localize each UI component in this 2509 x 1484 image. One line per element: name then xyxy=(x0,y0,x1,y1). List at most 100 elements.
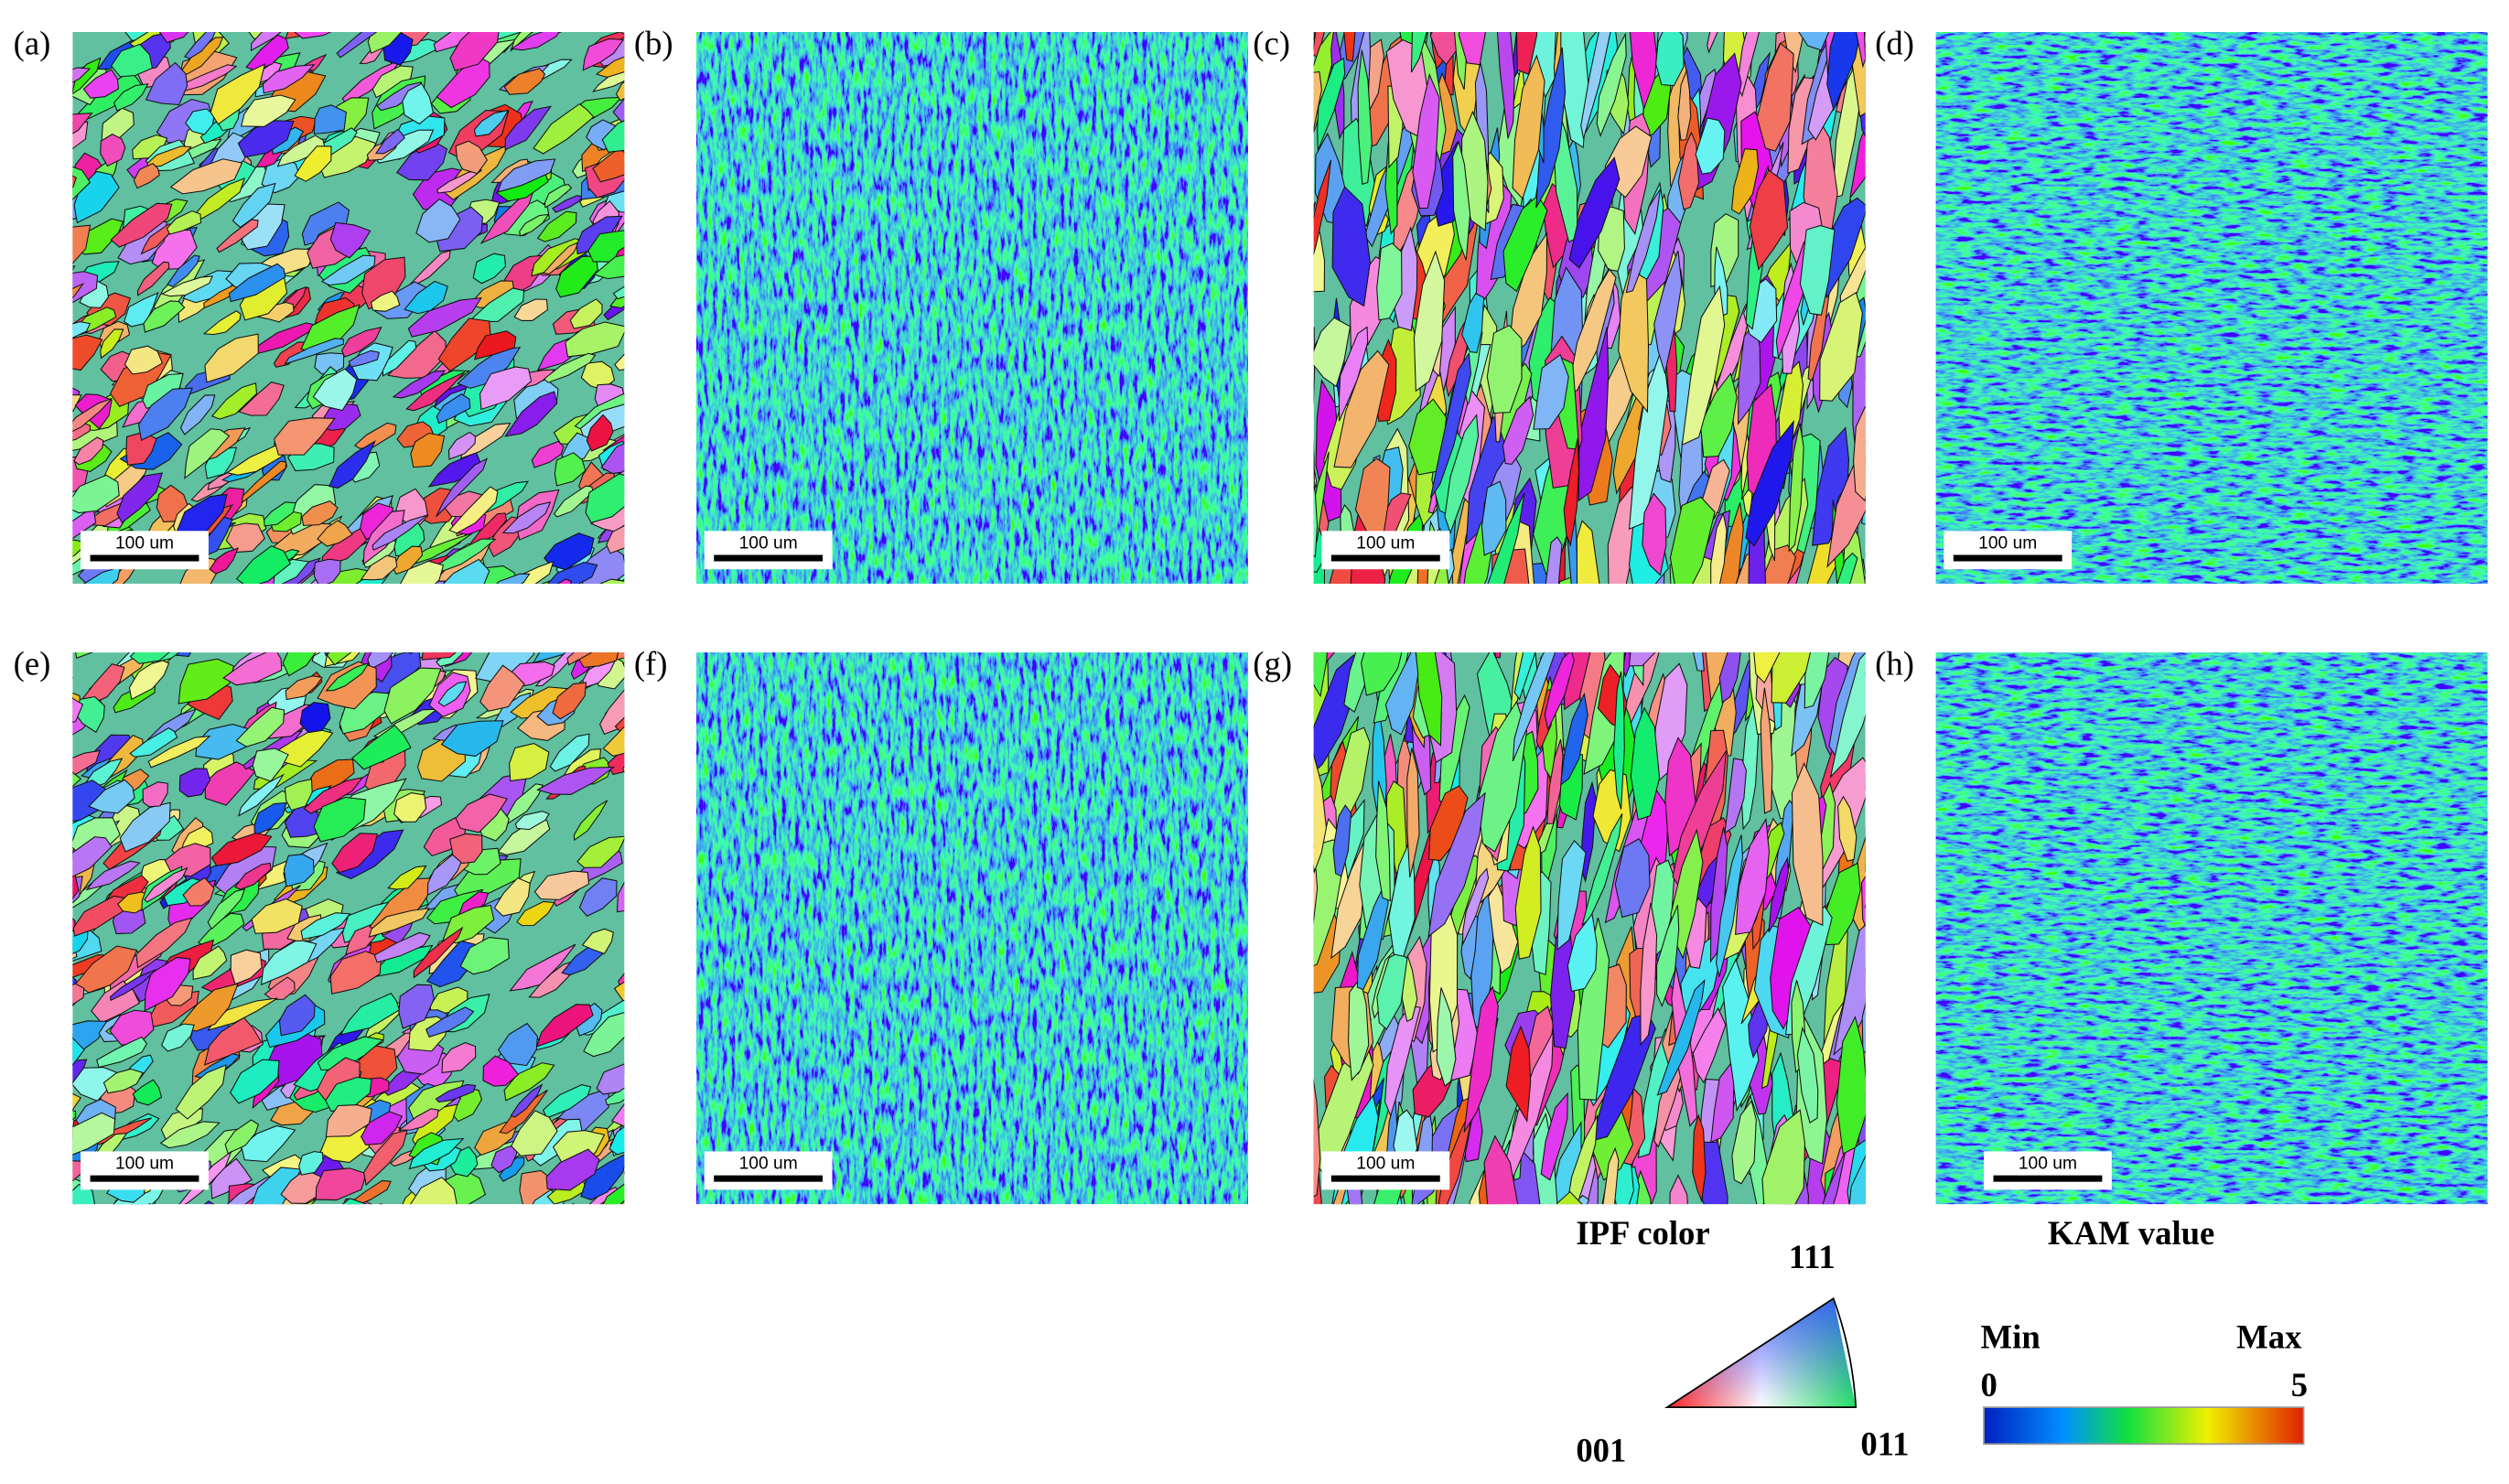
grain xyxy=(1625,188,1661,294)
grain xyxy=(72,1037,85,1066)
grain xyxy=(1672,750,1727,890)
grain xyxy=(72,1092,82,1111)
grain xyxy=(1487,492,1525,584)
grain xyxy=(162,652,167,654)
grain xyxy=(392,370,447,399)
grain xyxy=(231,597,275,637)
kam-min: 0 xyxy=(1981,1366,1998,1403)
grain xyxy=(29,976,58,1005)
grain xyxy=(1274,1177,1307,1292)
grain xyxy=(535,1004,594,1048)
grain xyxy=(1791,762,1824,926)
grain xyxy=(387,0,443,25)
grain xyxy=(1385,38,1429,141)
grain xyxy=(290,5,320,29)
grain xyxy=(585,473,625,523)
grain xyxy=(281,611,326,640)
grain xyxy=(250,31,282,52)
grain xyxy=(1876,755,1908,855)
grain xyxy=(1272,249,1303,329)
grain xyxy=(1656,905,1680,1007)
scale-bar-label: 100 um xyxy=(1978,534,2037,554)
grain xyxy=(513,298,549,321)
grain xyxy=(329,951,382,995)
grain xyxy=(553,1220,584,1242)
panel-label: (c) xyxy=(1253,24,1290,61)
grain xyxy=(102,586,142,627)
grain xyxy=(373,931,431,963)
grain xyxy=(1879,254,1911,388)
grain xyxy=(238,773,285,817)
grain xyxy=(618,973,625,993)
grain xyxy=(204,333,259,383)
grain xyxy=(1879,135,1902,268)
grain xyxy=(1544,652,1575,731)
grain xyxy=(184,428,231,479)
grain xyxy=(1849,125,1866,199)
grain xyxy=(1313,865,1319,925)
grain xyxy=(1861,1002,1866,1054)
grain xyxy=(1513,652,1536,701)
grain xyxy=(1268,370,1305,500)
grain xyxy=(1642,492,1667,576)
grain xyxy=(133,163,160,189)
grain xyxy=(284,778,313,812)
grain xyxy=(1868,682,1887,788)
grain xyxy=(1681,285,1726,446)
grain xyxy=(1877,134,1890,242)
grain xyxy=(1860,498,1866,525)
grain xyxy=(598,0,635,21)
grain xyxy=(88,779,135,814)
grain xyxy=(448,486,499,534)
ipf-triangle xyxy=(1664,1296,1858,1408)
grain xyxy=(1458,31,1486,66)
grain xyxy=(1285,1101,1304,1211)
grain xyxy=(210,63,266,125)
grain xyxy=(320,254,376,286)
scale-bar-box xyxy=(81,531,209,570)
grain xyxy=(19,1030,70,1061)
panel-label: (g) xyxy=(1253,645,1292,683)
grain xyxy=(328,440,376,489)
grain xyxy=(313,558,341,584)
grain xyxy=(350,588,401,627)
grain xyxy=(17,280,60,305)
grain xyxy=(1338,326,1369,422)
grain xyxy=(374,128,405,155)
grain xyxy=(1494,652,1502,659)
grain xyxy=(264,976,296,1000)
grain xyxy=(613,981,625,1002)
grain xyxy=(235,706,285,747)
grain xyxy=(167,652,192,658)
grain xyxy=(1313,440,1316,525)
grain xyxy=(1384,652,1419,736)
grain xyxy=(1699,371,1738,458)
grain xyxy=(72,265,76,271)
grain xyxy=(325,1104,372,1137)
grain xyxy=(544,532,595,571)
grain xyxy=(552,195,584,213)
grain xyxy=(1826,31,1861,112)
grain xyxy=(1695,117,1726,175)
grain xyxy=(411,0,446,15)
grain xyxy=(161,1023,195,1052)
grain xyxy=(329,221,372,259)
grain xyxy=(203,1200,215,1205)
grain xyxy=(637,957,672,979)
grain xyxy=(493,876,531,917)
grain xyxy=(426,854,464,896)
grain xyxy=(402,82,435,125)
grain xyxy=(1373,652,1409,724)
grain xyxy=(72,271,99,304)
grain xyxy=(336,31,378,59)
grain xyxy=(37,747,58,774)
grain xyxy=(1864,903,1866,909)
panel-label: (a) xyxy=(14,24,51,61)
grain xyxy=(633,844,664,865)
grain xyxy=(400,560,445,584)
grain xyxy=(1275,957,1302,1046)
grain xyxy=(372,514,428,551)
grain xyxy=(566,652,593,666)
grain xyxy=(207,888,246,930)
